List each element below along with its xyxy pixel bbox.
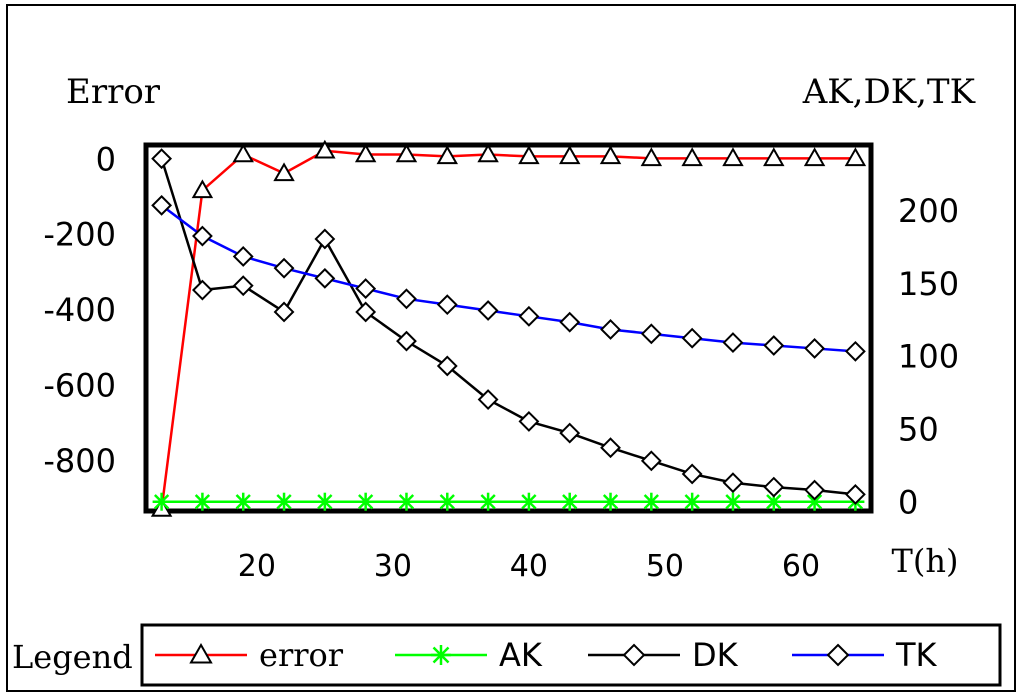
series-point-ak	[479, 492, 498, 511]
series-point-ak	[683, 492, 702, 511]
series-point-ak	[642, 492, 661, 511]
x-tick-label: 30	[374, 549, 412, 584]
series-point-error	[273, 162, 295, 182]
series-point-error	[558, 145, 581, 165]
right-tick-label: 150	[898, 265, 959, 303]
series-point-tk	[273, 257, 295, 279]
legend-label-ak: AK	[499, 636, 543, 674]
series-point-error	[436, 145, 459, 165]
series-point-tk	[804, 338, 825, 359]
right-tick-label: 50	[898, 411, 939, 449]
series-point-tk	[844, 340, 866, 362]
series-point-error	[477, 143, 499, 163]
series-point-dk	[559, 422, 581, 444]
series-point-ak	[519, 492, 538, 511]
series-point-ak	[601, 492, 620, 511]
series-point-ak	[193, 492, 212, 511]
series-point-dk	[192, 279, 213, 301]
series-point-error	[232, 143, 254, 163]
series-point-ak	[234, 492, 253, 511]
series-point-dk	[436, 355, 458, 377]
left-axis-title: Error	[66, 72, 161, 112]
series-point-tk	[396, 288, 417, 310]
series-point-dk	[640, 450, 662, 472]
legend-marker-error	[189, 642, 213, 664]
legend-box	[140, 623, 1002, 687]
series-point-dk	[477, 389, 499, 410]
legend-label-tk: TK	[895, 636, 938, 674]
series-point-error	[722, 147, 744, 167]
left-tick-label: 0	[96, 140, 116, 178]
series-point-ak	[275, 492, 294, 511]
series-point-dk	[844, 483, 866, 505]
series-point-tk	[192, 225, 213, 247]
series-point-tk	[681, 327, 703, 349]
legend-label-dk: DK	[692, 636, 739, 674]
right-tick-label: 200	[898, 192, 959, 230]
left-tick-label: -600	[43, 367, 116, 405]
series-point-ak	[438, 492, 457, 511]
series-point-ak	[315, 492, 334, 511]
series-point-error	[314, 139, 336, 159]
series-point-tk	[763, 335, 785, 356]
x-tick-label: 40	[510, 549, 548, 584]
right-tick-label: 100	[898, 338, 959, 376]
series-point-error	[599, 145, 622, 165]
series-point-tk	[477, 300, 499, 321]
series-point-tk	[600, 319, 621, 340]
legend-marker-tk	[826, 643, 850, 667]
series-point-dk	[763, 476, 785, 498]
plot-area	[143, 142, 874, 514]
legend-marker-ak	[431, 645, 451, 665]
series-point-error	[803, 147, 826, 167]
x-tick-label: 20	[238, 549, 276, 584]
series-point-tk	[722, 332, 744, 354]
series-point-error	[395, 143, 418, 163]
series-point-tk	[314, 267, 336, 289]
series-point-ak	[356, 492, 375, 511]
x-axis-title: T(h)	[892, 542, 959, 580]
series-point-dk	[804, 479, 825, 501]
left-tick-label: -400	[43, 291, 116, 329]
series-point-dk	[518, 411, 540, 432]
series-point-dk	[151, 148, 173, 170]
series-point-tk	[640, 323, 662, 345]
series-point-error	[191, 179, 214, 199]
series-point-error	[844, 147, 867, 167]
right-axis-title: AK,DK,TK	[802, 72, 976, 112]
series-point-dk	[314, 228, 336, 250]
series-point-error	[681, 147, 703, 167]
series-point-tk	[355, 278, 377, 300]
series-point-ak	[397, 492, 416, 511]
series-line-error	[160, 149, 856, 510]
series-point-ak	[152, 492, 171, 511]
series-point-error	[763, 147, 785, 167]
series-point-tk	[436, 294, 458, 316]
series-point-tk	[232, 246, 254, 267]
series-point-tk	[518, 305, 540, 327]
series-point-dk	[681, 463, 703, 485]
series-point-dk	[722, 472, 744, 494]
series-point-ak	[723, 492, 742, 511]
series-point-error	[518, 145, 540, 165]
right-tick-label: 0	[898, 484, 918, 522]
left-tick-label: -200	[43, 216, 116, 254]
series-point-dk	[600, 437, 621, 459]
series-point-dk	[355, 301, 377, 323]
series-point-ak	[560, 492, 579, 511]
series-point-dk	[273, 301, 295, 323]
legend-marker-dk	[622, 643, 646, 667]
series-point-dk	[232, 275, 254, 297]
legend-title: Legend	[12, 638, 133, 676]
left-tick-label: -800	[43, 442, 116, 480]
series-point-dk	[396, 330, 417, 352]
series-point-tk	[559, 311, 581, 333]
x-tick-label: 50	[646, 549, 684, 584]
series-point-error	[354, 143, 377, 163]
series-point-tk	[151, 194, 173, 216]
x-tick-label: 60	[782, 549, 820, 584]
series-point-error	[640, 147, 663, 167]
legend-label-error: error	[259, 636, 344, 674]
